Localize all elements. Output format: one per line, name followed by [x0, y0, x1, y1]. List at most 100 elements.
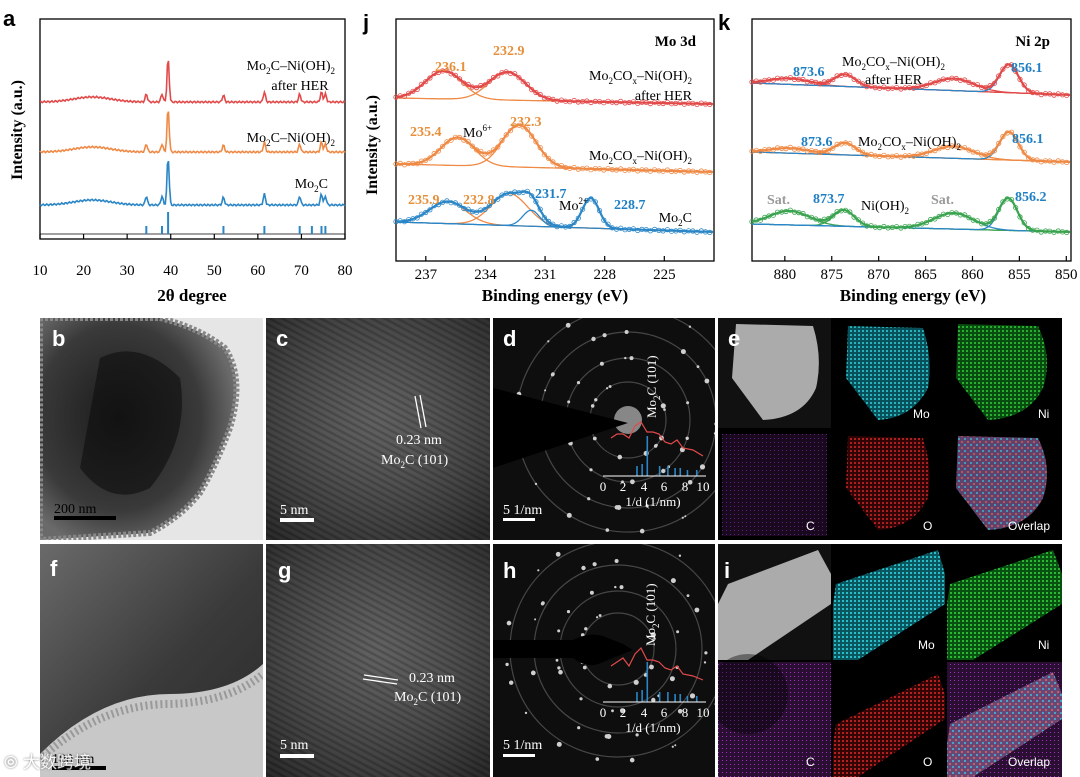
ni2p-data-point	[923, 150, 929, 156]
diffraction-spot	[649, 664, 654, 670]
diffraction-spot	[653, 444, 658, 448]
diffraction-spot	[555, 658, 559, 662]
inset-profile	[610, 421, 704, 457]
ni2p-data-point	[991, 80, 997, 86]
ni2p-data-point	[923, 82, 929, 89]
ni2p-data-point	[1025, 88, 1032, 94]
diffraction-spot	[620, 708, 625, 714]
mo3d-data-point	[507, 128, 514, 134]
watermark: ⦾ 大数跨境	[4, 753, 92, 773]
diffraction-spot	[556, 741, 562, 747]
inset-tick: 10	[697, 479, 710, 494]
diffraction-spot	[544, 389, 547, 392]
ni2p-data-point	[1013, 136, 1019, 142]
scale-text: 200 nm	[54, 502, 97, 517]
mo3d-data-point	[465, 81, 471, 88]
xrd-xtick-label: 70	[294, 263, 309, 279]
diffraction-spot	[541, 601, 545, 605]
mo3d-data-point	[444, 68, 450, 74]
ni2p-data-point	[966, 79, 972, 86]
mo3d-data-point	[533, 89, 539, 96]
mo3d-data-point	[423, 157, 429, 163]
eds-maps-i: i Mo Ni C O Overlap	[718, 544, 1062, 777]
ni2p-data-point	[962, 212, 968, 218]
mo3d-data-point	[546, 218, 552, 224]
mo3d-data-point	[541, 152, 547, 158]
diffraction-spot	[674, 744, 677, 747]
ni2p-data-point	[851, 76, 857, 82]
mo3d-data-point	[490, 74, 497, 81]
ni2p-data-point	[962, 145, 968, 151]
ni2p-data-point	[1021, 82, 1027, 88]
diffraction-spot	[534, 482, 538, 486]
diffraction-spot	[694, 607, 700, 613]
lattice-marker	[419, 394, 427, 428]
scale-bar	[503, 518, 535, 521]
ni2p-data-point	[855, 78, 861, 84]
ni2p-peak-label: 873.6	[793, 65, 825, 80]
ni2p-data-point	[911, 224, 917, 230]
map-label-c: C	[806, 519, 815, 533]
diffraction-spot	[606, 387, 609, 390]
inset-tick: 8	[682, 705, 689, 720]
xrd-frame	[39, 18, 346, 240]
mo3d-data-point	[457, 202, 463, 208]
mo3d-data-point	[707, 101, 713, 108]
mo3d-data-point	[596, 208, 603, 214]
ni2p-data-point	[757, 79, 764, 85]
mo3d-data-point	[558, 163, 564, 169]
ni2p-data-point	[860, 149, 866, 155]
xrd-series-orange	[39, 111, 346, 154]
diffraction-spot	[614, 585, 617, 589]
ring-label: Mo2C (101)	[643, 583, 661, 646]
ni2p-data-point	[813, 216, 819, 222]
mo6-annotation: Mo6+	[463, 123, 492, 141]
mo3d-data-point	[410, 88, 416, 94]
mo3d-data-point	[427, 155, 433, 161]
ni2p-xtick-label: 875	[821, 267, 844, 283]
mo3d-data-point	[524, 81, 530, 88]
scale-text: 5 1/nm	[503, 503, 542, 518]
ni2p-data-point	[996, 73, 1002, 79]
ni2p-data-point	[749, 219, 755, 225]
diffraction-spot	[624, 330, 629, 334]
mo3d-data-point	[448, 137, 454, 143]
ni2p-data-point	[800, 146, 806, 152]
map-label-ni: Ni	[1038, 407, 1049, 421]
mo3d-data-point	[499, 192, 505, 198]
beam-stopper	[493, 634, 633, 666]
diffraction-spot	[714, 422, 715, 426]
ni2p-data-point	[855, 217, 861, 223]
ni2p-name-mid: Mo2COx–Ni(OH)2	[858, 135, 961, 152]
scale-bar	[54, 516, 116, 520]
xrd-xtick-label: 40	[163, 263, 178, 279]
scale-text: 5 nm	[280, 503, 309, 518]
diffraction-spot	[530, 670, 536, 676]
diffraction-spot	[670, 578, 676, 584]
xrd-series-blue	[39, 160, 346, 207]
ni2p-data-point	[987, 218, 993, 224]
mo3d-data-point	[474, 209, 480, 215]
panel-label-d: d	[503, 326, 516, 351]
mo3d-data-point	[537, 145, 543, 151]
xrd-legend-orange: Mo2C–Ni(OH)2	[247, 131, 335, 148]
mo3d-data-point	[495, 196, 501, 202]
mo3d-name-top-line2: after HER	[635, 89, 693, 104]
ni2p-data-point	[1013, 68, 1019, 74]
diffraction-spot	[629, 356, 634, 361]
ni2p-data-point	[932, 80, 938, 86]
ni2p-data-point	[991, 148, 997, 154]
ni2p-name-top: Mo2COx–Ni(OH)2	[842, 55, 945, 72]
inset-tick: 2	[620, 705, 627, 720]
lattice-plane: Mo2C (101)	[381, 453, 448, 470]
diffraction-spot	[678, 554, 682, 557]
diffraction-spot	[587, 497, 591, 501]
mo3d-peak-label: 236.1	[435, 60, 467, 75]
mo3d-data-point	[516, 75, 522, 81]
ni2p-data-point	[1000, 133, 1006, 140]
tem-image-b: b 200 nm	[40, 318, 240, 540]
diffraction-spot	[524, 711, 528, 715]
ni2p-data-point	[1000, 199, 1006, 205]
diffraction-spot	[567, 400, 571, 404]
xrd-legend-red: Mo2C–Ni(OH)2	[247, 59, 335, 76]
